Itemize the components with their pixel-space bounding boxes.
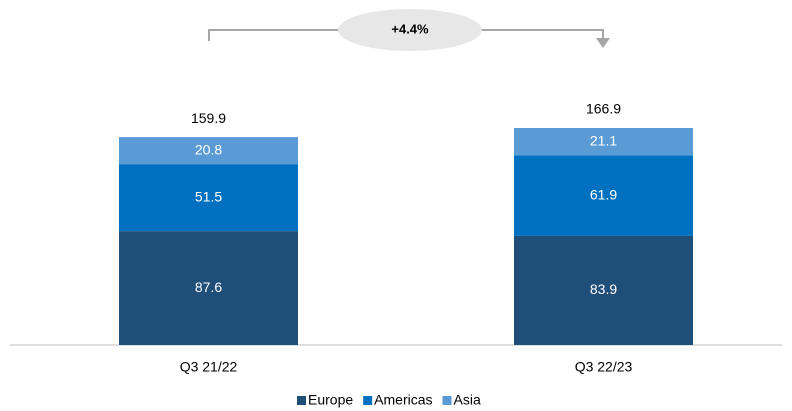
bar-segment <box>514 235 693 345</box>
segment-label: 87.6 <box>195 279 222 295</box>
segment-label: 61.9 <box>590 186 617 202</box>
legend-label: Europe <box>308 392 353 408</box>
bar-segment <box>514 155 693 236</box>
growth-arrow <box>596 38 610 48</box>
x-tick-label: Q3 21/22 <box>180 359 238 375</box>
bar-segment <box>119 164 298 232</box>
segment-label: 20.8 <box>195 141 222 157</box>
x-tick-label: Q3 22/23 <box>575 359 633 375</box>
legend-swatch <box>442 396 452 405</box>
segment-label: 51.5 <box>195 188 222 204</box>
segment-label: 21.1 <box>590 132 617 148</box>
bar-segment <box>514 128 693 156</box>
legend-label: Asia <box>454 392 481 408</box>
legend-swatch <box>297 396 306 405</box>
legend-label: Americas <box>374 392 432 408</box>
total-label: 159.9 <box>191 110 226 126</box>
legend-swatch <box>363 396 373 405</box>
growth-bubble <box>338 9 482 51</box>
growth-label: +4.4% <box>391 21 429 36</box>
bar-segment <box>119 231 298 345</box>
segment-label: 83.9 <box>590 281 617 297</box>
bar-segment <box>119 137 298 165</box>
total-label: 166.9 <box>586 101 621 117</box>
